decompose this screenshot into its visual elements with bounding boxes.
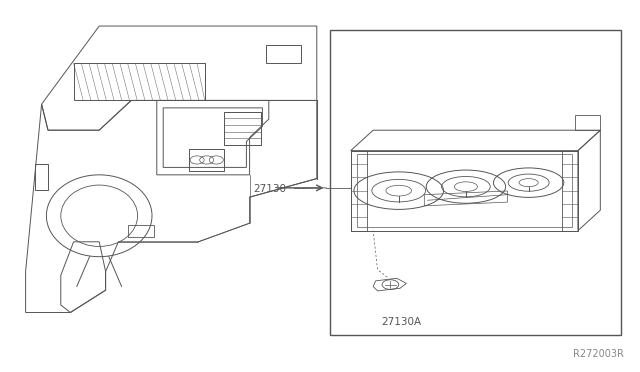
Text: 27130: 27130 — [253, 184, 286, 193]
Text: 27130A: 27130A — [381, 317, 421, 327]
Text: R272003R: R272003R — [573, 349, 624, 359]
Bar — [330, 30, 621, 335]
